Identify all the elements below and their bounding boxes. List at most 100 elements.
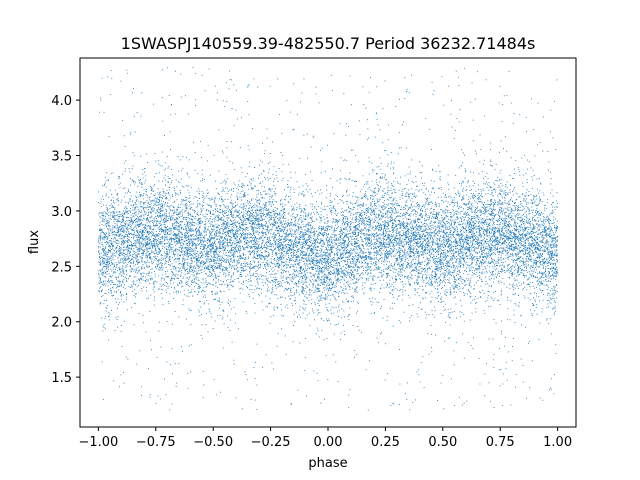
data-point bbox=[458, 261, 460, 263]
data-point bbox=[466, 189, 468, 191]
data-point bbox=[213, 278, 214, 280]
data-point bbox=[232, 252, 234, 254]
data-point bbox=[104, 223, 106, 225]
data-point bbox=[202, 195, 204, 196]
data-point bbox=[230, 230, 232, 232]
data-point bbox=[555, 218, 556, 220]
data-point bbox=[481, 246, 482, 248]
data-point bbox=[365, 256, 367, 258]
data-point bbox=[425, 253, 427, 255]
data-point bbox=[528, 258, 530, 260]
data-point bbox=[450, 197, 452, 199]
data-point bbox=[282, 214, 284, 216]
data-point bbox=[541, 236, 543, 237]
data-point bbox=[369, 239, 371, 241]
data-point bbox=[156, 209, 158, 211]
data-point bbox=[351, 239, 353, 240]
data-point bbox=[144, 168, 146, 170]
data-point bbox=[491, 228, 492, 230]
data-point bbox=[192, 267, 194, 269]
data-point bbox=[333, 231, 335, 233]
data-point bbox=[374, 136, 376, 138]
data-point bbox=[116, 284, 118, 286]
data-point bbox=[172, 213, 174, 214]
data-point bbox=[313, 230, 315, 232]
data-point bbox=[317, 266, 319, 268]
data-point bbox=[402, 235, 404, 237]
data-point bbox=[280, 230, 282, 232]
data-point bbox=[473, 228, 475, 229]
data-point bbox=[239, 229, 241, 231]
data-point bbox=[548, 279, 550, 281]
data-point bbox=[153, 291, 155, 293]
data-point bbox=[524, 249, 526, 251]
data-point bbox=[429, 233, 431, 235]
data-point bbox=[532, 286, 534, 287]
data-point bbox=[553, 263, 555, 265]
data-point bbox=[459, 237, 461, 239]
data-point bbox=[266, 221, 267, 223]
data-point bbox=[275, 253, 277, 254]
data-point bbox=[387, 253, 389, 255]
data-point bbox=[298, 248, 300, 250]
data-point bbox=[497, 193, 499, 195]
data-point bbox=[329, 249, 331, 251]
data-point bbox=[158, 287, 160, 289]
data-point bbox=[144, 262, 146, 264]
data-point bbox=[285, 250, 287, 252]
data-point bbox=[163, 196, 165, 198]
data-point bbox=[503, 95, 505, 97]
data-point bbox=[193, 257, 195, 259]
data-point bbox=[550, 171, 552, 173]
data-point bbox=[138, 270, 140, 272]
data-point bbox=[382, 205, 384, 207]
data-point bbox=[437, 196, 439, 198]
data-point bbox=[245, 311, 247, 312]
data-point bbox=[500, 257, 502, 259]
data-point bbox=[439, 240, 440, 242]
data-point bbox=[379, 129, 381, 131]
data-point bbox=[177, 237, 179, 239]
data-point bbox=[197, 270, 199, 272]
data-point bbox=[309, 228, 311, 230]
data-point bbox=[448, 244, 450, 246]
data-point bbox=[508, 70, 510, 72]
data-point bbox=[417, 251, 419, 253]
data-point bbox=[237, 249, 239, 251]
data-point bbox=[468, 251, 470, 253]
data-point bbox=[475, 235, 477, 236]
data-point bbox=[386, 267, 388, 269]
data-point bbox=[374, 237, 375, 239]
data-point bbox=[169, 215, 171, 217]
data-point bbox=[341, 300, 343, 302]
data-point bbox=[501, 185, 503, 187]
data-point bbox=[462, 259, 464, 261]
data-point bbox=[500, 259, 502, 261]
data-point bbox=[170, 217, 171, 219]
data-point bbox=[329, 204, 331, 206]
data-point bbox=[477, 231, 479, 233]
data-point bbox=[340, 286, 342, 288]
data-point bbox=[116, 214, 118, 216]
data-point bbox=[363, 211, 365, 213]
data-point bbox=[349, 266, 351, 267]
data-point bbox=[146, 252, 148, 254]
data-point bbox=[290, 242, 292, 244]
data-point bbox=[412, 252, 414, 253]
data-point bbox=[486, 232, 488, 233]
data-point bbox=[516, 228, 518, 230]
data-point bbox=[375, 226, 377, 228]
data-point bbox=[245, 275, 247, 277]
data-point bbox=[532, 273, 534, 275]
data-point bbox=[121, 253, 123, 255]
data-point bbox=[404, 98, 406, 100]
data-point bbox=[382, 246, 384, 248]
data-point bbox=[138, 218, 140, 220]
data-point bbox=[493, 247, 495, 249]
data-point bbox=[219, 209, 221, 211]
data-point bbox=[432, 202, 433, 204]
data-point bbox=[274, 248, 276, 250]
data-point bbox=[144, 227, 146, 229]
data-point bbox=[488, 382, 490, 384]
data-point bbox=[197, 223, 199, 225]
